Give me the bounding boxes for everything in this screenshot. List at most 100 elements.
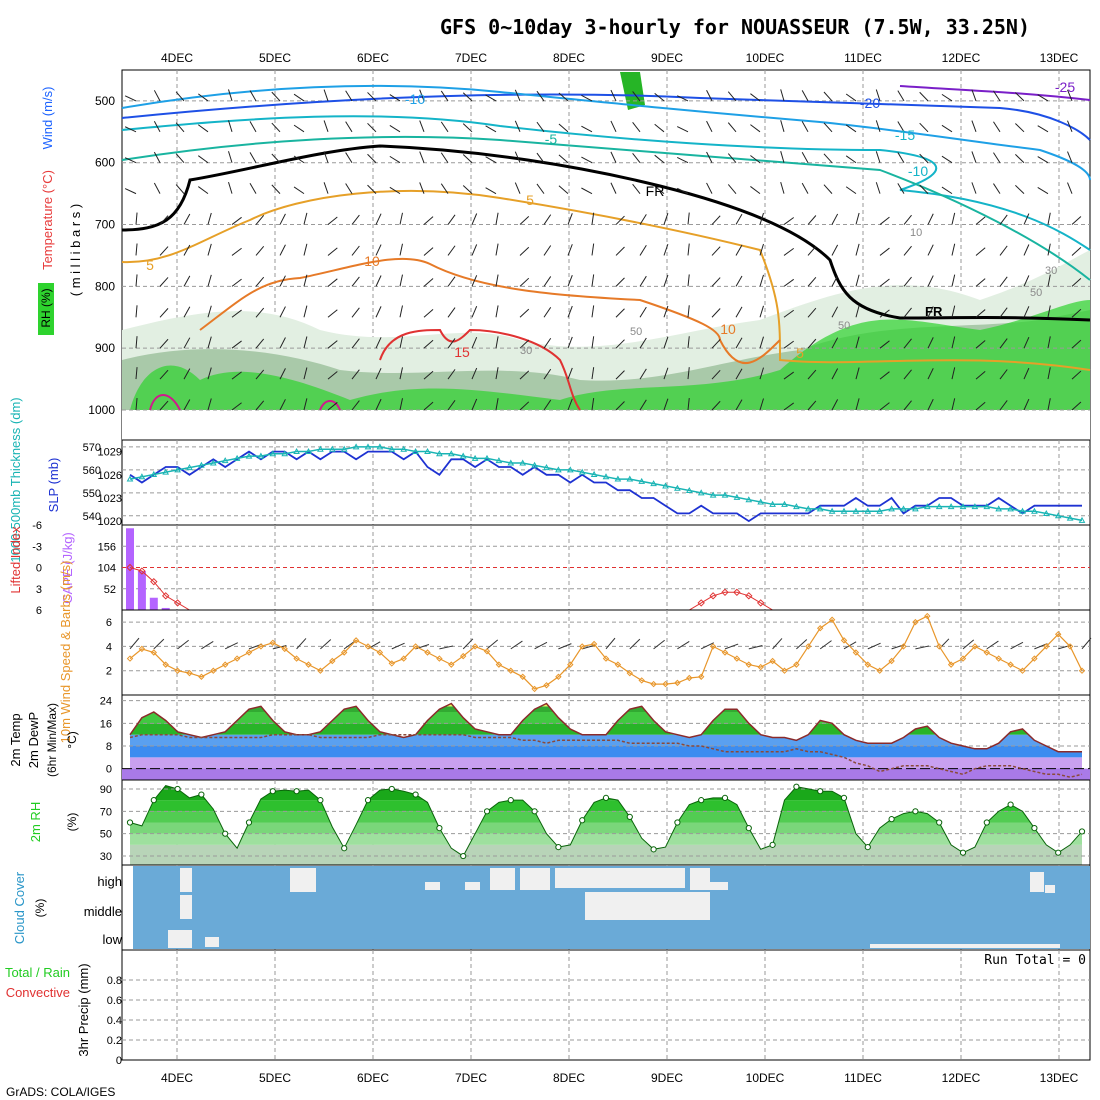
wind-barb [927,213,934,225]
rh-marker [769,841,776,848]
isotherm-contour [121,84,1091,181]
wind-barb [927,368,934,380]
wind-barb [495,212,499,225]
wind-speed-marker [757,663,764,671]
thickness-marker [828,507,836,514]
wind-barb [879,278,890,287]
wind-barb [897,90,905,102]
wind-speed-marker [626,669,634,677]
wind-barb-10m [510,640,523,650]
li-tick-label: 6 [36,605,42,617]
wind-speed-marker [281,645,288,653]
wind-barb [879,216,890,225]
thickness-marker [543,464,550,471]
wind-barb [783,402,795,411]
wind-barb [927,275,934,287]
wind-barb [255,400,265,411]
wind-barb [462,185,473,195]
wind-barb [801,151,809,163]
wind-speed-marker [876,667,883,674]
clear-sky-patch [870,944,1060,948]
wind-barb [1037,156,1049,164]
wind-barb [255,276,265,287]
wind-speed-marker [1054,631,1062,638]
wind-barb [1067,120,1073,133]
wind-barb [750,186,761,195]
wind-barb [255,369,265,380]
wind-speed-marker [424,649,431,656]
wind-barb-10m [677,641,690,650]
pressure-axis-label: ( m i l l i b a r s ) [68,204,83,296]
wind-barb [676,157,689,164]
rh-legend-swatch [38,283,54,335]
thickness-marker [436,450,443,457]
wind-barb [135,367,138,380]
rh-marker [674,819,681,826]
wind-speed-marker [971,643,979,650]
wind-barb [228,89,233,102]
rh-marker [531,808,538,815]
wind-barb [1015,184,1025,194]
rh-marker [888,816,895,823]
wind-barb [249,121,257,133]
wind-barb [1047,243,1051,256]
wind-barb [367,92,377,102]
wind-barb [519,277,530,287]
below-freezing-band [122,768,1090,780]
wind-barb [271,91,281,102]
wind-speed-marker [745,661,753,668]
wind-speed-marker [590,640,598,648]
wind-barb [447,399,456,411]
wind-barb [875,151,881,163]
wind-barb [327,402,338,411]
thickness-marker [400,445,408,452]
rh-marker [721,794,729,801]
wind-barb [993,183,1001,194]
wind-barb [663,213,669,225]
rh-contour-label: 50 [630,326,642,338]
wind-barb-10m [700,642,715,650]
wind-barb [375,306,382,318]
wind-barb [159,400,169,411]
wind-speed-marker [781,667,788,674]
thickness-marker [555,466,562,473]
wind-barb [663,243,669,256]
bottom-date-label: 11DEC [844,1071,882,1085]
wind-barb [249,182,257,194]
wind-barb-10m [462,638,474,650]
wind-barb [323,120,329,132]
wind-barb [903,276,912,287]
wind-speed-marker [805,643,812,650]
wind-barb [183,368,191,380]
wind-barb [423,247,434,256]
cloud-unit-label: (%) [33,899,47,918]
thickness-marker [614,475,622,482]
wind-speed-marker [483,648,491,655]
wind-speed-marker [983,649,991,656]
temp-tick-label: 0 [106,764,112,776]
wind-speed-marker [507,667,515,674]
wind-barb [735,244,743,256]
wind-barb [567,367,573,380]
wind-barb-10m [986,640,999,650]
wind-barb [447,369,456,380]
thickness-marker [233,454,241,461]
top-date-label: 4DEC [161,51,193,65]
wind-barb [759,305,764,318]
wind-barb [831,399,839,411]
wind-barb [183,399,191,411]
thickness-marker [864,507,872,514]
wind-speed-marker [126,655,134,662]
bottom-date-label: 5DEC [259,1071,291,1085]
wind-barb [855,212,860,225]
rh-marker [317,797,324,804]
wind-barb [558,123,569,133]
wind-barb [440,90,449,102]
wind-barb [591,336,595,349]
wind-barb [875,120,881,132]
precip-tick-label: 0.8 [107,975,122,987]
wind-speed-marker [578,643,586,650]
wind-barb [711,215,721,225]
wind-barb [999,276,1008,287]
wind-barb [462,92,473,102]
